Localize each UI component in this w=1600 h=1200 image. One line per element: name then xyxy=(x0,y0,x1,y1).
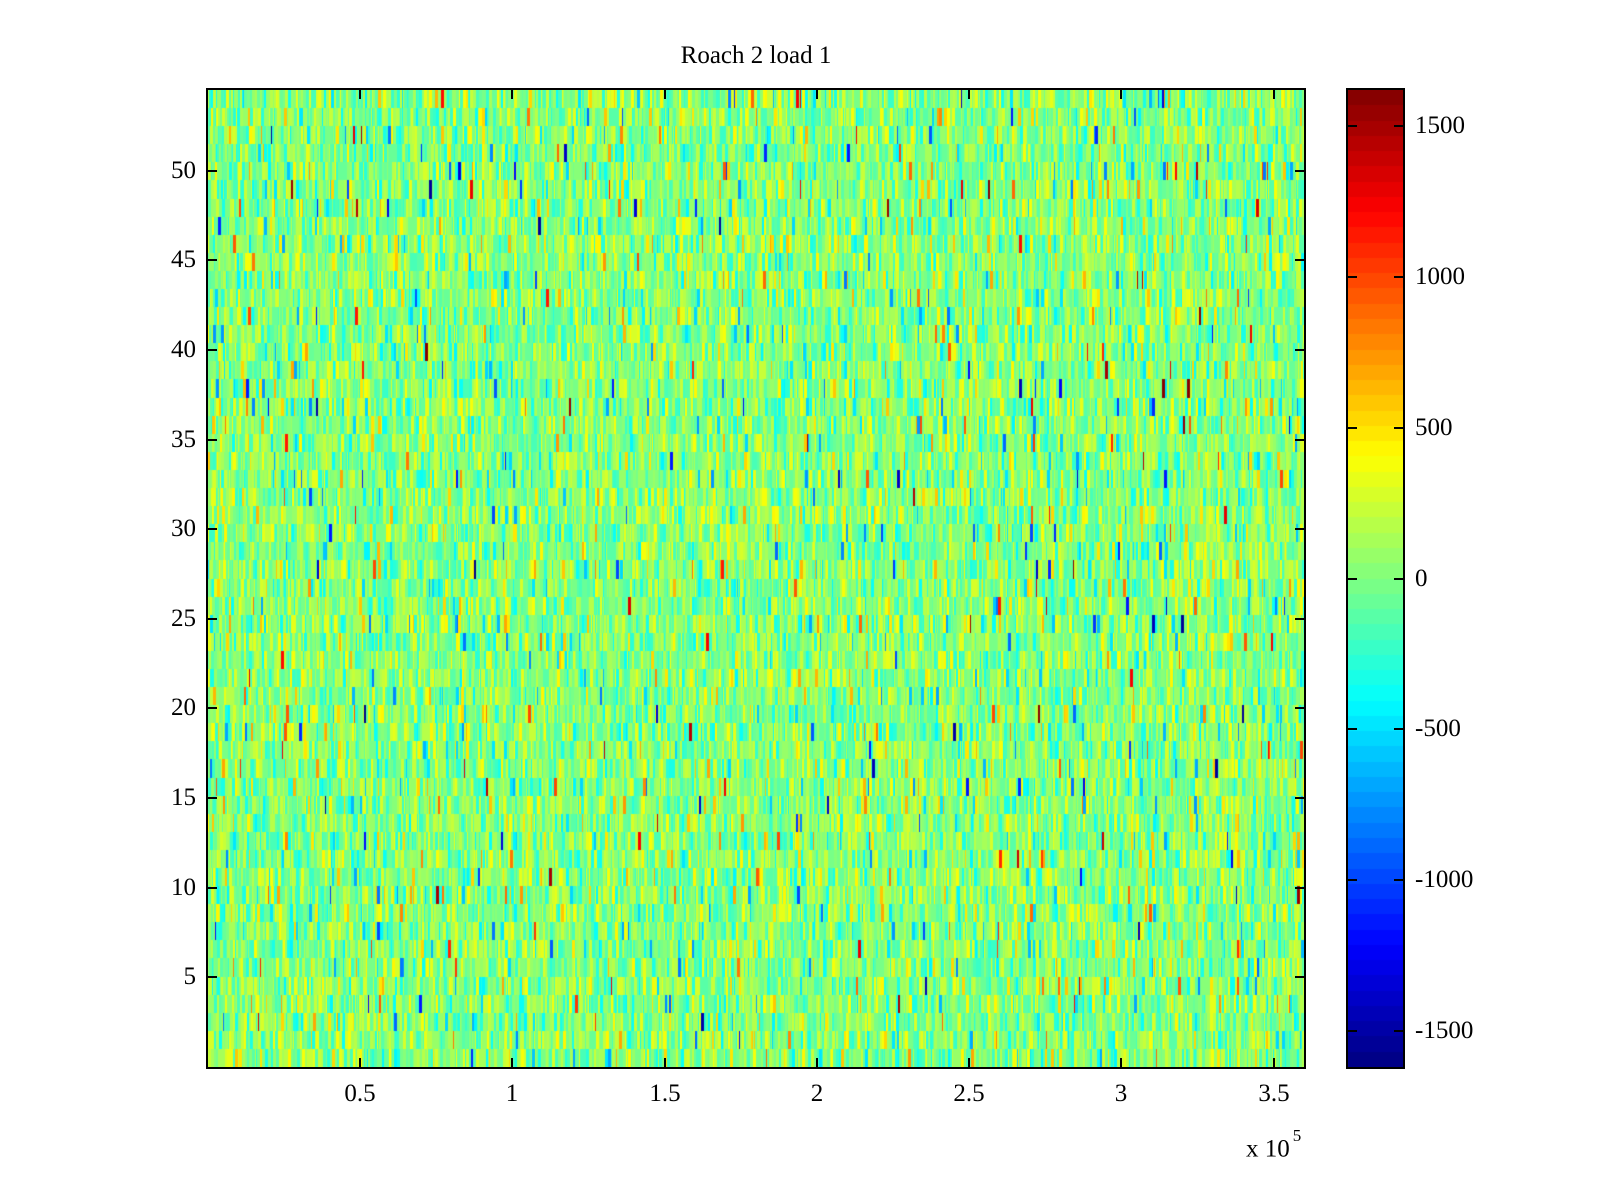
y-tick-mark-right xyxy=(1295,887,1304,889)
x-axis-scale-exponent: 5 xyxy=(1292,1126,1302,1145)
colorbar-tick-mark-right xyxy=(1394,728,1403,730)
y-tick-label: 20 xyxy=(171,694,196,721)
y-tick-mark-right xyxy=(1295,349,1304,351)
colorbar xyxy=(1346,88,1405,1069)
y-tick-mark-right xyxy=(1295,170,1304,172)
y-tick-mark-right xyxy=(1295,259,1304,261)
x-tick-mark xyxy=(511,1058,513,1067)
colorbar-tick-label: -1000 xyxy=(1415,866,1474,893)
colorbar-tick-mark-right xyxy=(1394,125,1403,127)
y-tick-label: 50 xyxy=(171,157,196,184)
colorbar-tick-mark-right xyxy=(1394,879,1403,881)
heatmap-axes xyxy=(206,88,1306,1069)
y-tick-mark xyxy=(208,707,217,709)
colorbar-tick-mark xyxy=(1348,427,1357,429)
colorbar-tick-label: 500 xyxy=(1415,414,1453,441)
colorbar-tick-mark-right xyxy=(1394,427,1403,429)
colorbar-tick-mark xyxy=(1348,276,1357,278)
x-tick-label: 2 xyxy=(810,1080,824,1107)
y-tick-mark xyxy=(208,259,217,261)
y-tick-mark xyxy=(208,797,217,799)
colorbar-tick-label: 1500 xyxy=(1415,112,1465,139)
y-tick-label: 10 xyxy=(171,874,196,901)
colorbar-gradient xyxy=(1348,90,1403,1067)
colorbar-tick-mark xyxy=(1348,125,1357,127)
colorbar-tick-mark xyxy=(1348,578,1357,580)
x-tick-label: 3.5 xyxy=(1258,1080,1290,1107)
colorbar-tick-mark xyxy=(1348,879,1357,881)
colorbar-tick-mark xyxy=(1348,1030,1357,1032)
y-tick-mark xyxy=(208,976,217,978)
x-tick-mark xyxy=(359,1058,361,1067)
x-axis-exponent-label: x 10 5 xyxy=(1246,1126,1301,1163)
x-tick-label: 0.5 xyxy=(344,1080,376,1107)
colorbar-tick-mark-right xyxy=(1394,276,1403,278)
colorbar-tick-mark xyxy=(1348,728,1357,730)
y-tick-label: 30 xyxy=(171,515,196,542)
colorbar-tick-mark-right xyxy=(1394,578,1403,580)
y-tick-mark-right xyxy=(1295,528,1304,530)
y-tick-mark-right xyxy=(1295,976,1304,978)
x-tick-mark xyxy=(1120,1058,1122,1067)
y-tick-mark xyxy=(208,170,217,172)
y-tick-label: 25 xyxy=(171,605,196,632)
x-tick-mark xyxy=(1273,1058,1275,1067)
y-tick-label: 5 xyxy=(183,963,197,990)
y-tick-mark xyxy=(208,618,217,620)
y-tick-mark-right xyxy=(1295,797,1304,799)
x-tick-mark-top xyxy=(511,90,513,99)
y-tick-mark xyxy=(208,887,217,889)
y-tick-label: 45 xyxy=(171,246,196,273)
x-tick-label: 3 xyxy=(1114,1080,1128,1107)
x-axis-scale-text: x 10 xyxy=(1246,1135,1290,1163)
heatmap-image xyxy=(208,90,1304,1067)
colorbar-tick-label: 0 xyxy=(1415,565,1428,592)
colorbar-tick-mark-right xyxy=(1394,1030,1403,1032)
y-tick-mark-right xyxy=(1295,618,1304,620)
x-tick-mark-top xyxy=(1273,90,1275,99)
y-tick-mark xyxy=(208,528,217,530)
x-tick-mark xyxy=(968,1058,970,1067)
y-tick-label: 15 xyxy=(171,784,196,811)
y-tick-label: 35 xyxy=(171,426,196,453)
x-tick-mark-top xyxy=(816,90,818,99)
x-tick-mark xyxy=(664,1058,666,1067)
x-tick-label: 1.5 xyxy=(649,1080,681,1107)
y-tick-mark-right xyxy=(1295,439,1304,441)
x-tick-mark-top xyxy=(968,90,970,99)
x-tick-mark-top xyxy=(359,90,361,99)
x-tick-label: 2.5 xyxy=(953,1080,985,1107)
y-tick-label: 40 xyxy=(171,336,196,363)
y-tick-mark xyxy=(208,349,217,351)
y-tick-mark xyxy=(208,439,217,441)
x-tick-mark-top xyxy=(1120,90,1122,99)
colorbar-tick-label: 1000 xyxy=(1415,263,1465,290)
y-tick-mark-right xyxy=(1295,707,1304,709)
x-tick-mark-top xyxy=(664,90,666,99)
x-tick-label: 1 xyxy=(505,1080,519,1107)
colorbar-tick-label: -500 xyxy=(1415,715,1461,742)
chart-title: Roach 2 load 1 xyxy=(680,42,832,69)
x-tick-mark xyxy=(816,1058,818,1067)
colorbar-tick-label: -1500 xyxy=(1415,1017,1474,1044)
